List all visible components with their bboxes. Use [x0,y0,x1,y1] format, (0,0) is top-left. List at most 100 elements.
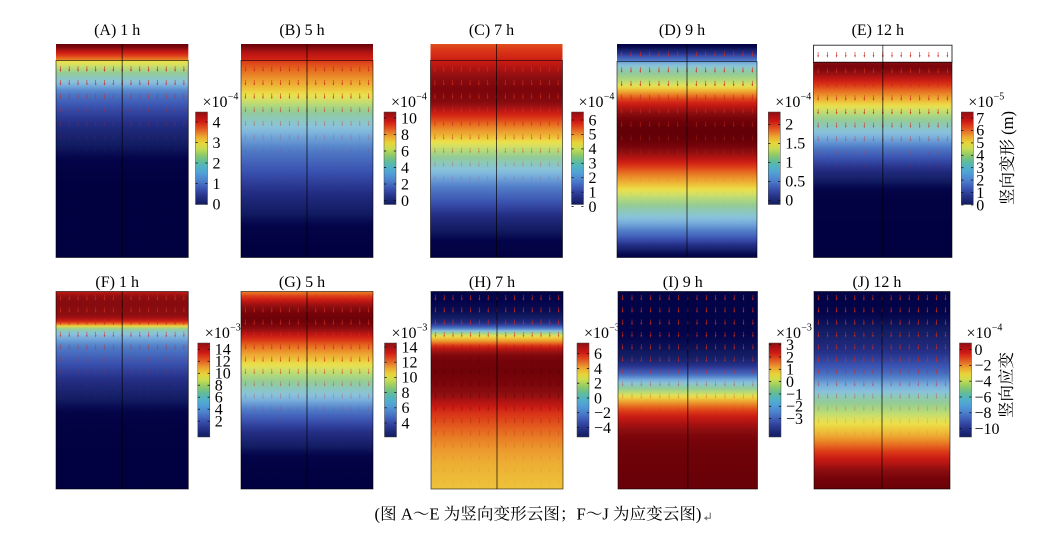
svg-text:−2: −2 [786,399,803,416]
svg-text:4: 4 [215,402,223,419]
svg-text:6: 6 [594,346,602,363]
svg-text:6: 6 [589,112,597,129]
svg-text:3: 3 [976,160,984,177]
svg-text:8: 8 [401,127,409,144]
svg-text:4: 4 [594,361,602,378]
svg-text:2: 2 [589,170,597,187]
svg-text:2: 2 [785,117,793,134]
svg-text:0: 0 [785,193,793,210]
svg-text:5: 5 [589,127,597,144]
svg-text:4: 4 [213,114,221,131]
svg-text:4: 4 [402,415,410,432]
svg-text:1: 1 [786,362,794,379]
svg-text:3: 3 [213,135,221,152]
svg-text:(H) 7 h: (H) 7 h [469,274,515,291]
svg-text:(: ( [375,505,381,524]
svg-text:14: 14 [402,339,418,356]
svg-text:(I) 9 h: (I) 9 h [663,274,703,291]
svg-text:×10: ×10 [967,325,992,342]
svg-text:2: 2 [401,176,409,193]
svg-text:8: 8 [215,378,223,395]
svg-text:×10: ×10 [205,325,230,342]
svg-text:1.5: 1.5 [785,136,805,153]
svg-text:4: 4 [401,160,409,177]
svg-text:−4: −4 [992,323,1003,334]
svg-text:8: 8 [402,385,410,402]
svg-text:1: 1 [213,176,221,193]
svg-text:3: 3 [786,337,794,354]
svg-text:6: 6 [402,400,410,417]
svg-text:(E) 12 h: (E) 12 h [852,22,904,39]
svg-text:−3: −3 [801,323,812,334]
svg-text:−5: −5 [994,92,1005,103]
svg-text:2: 2 [594,376,602,393]
svg-text:−4: −4 [801,92,812,103]
svg-text:14: 14 [215,342,231,359]
svg-text:6: 6 [976,123,984,140]
svg-text:×10: ×10 [968,94,993,111]
svg-text:×10: ×10 [776,325,801,342]
svg-text:10: 10 [215,366,231,383]
svg-text:(C) 7 h: (C) 7 h [469,22,514,39]
svg-text:6: 6 [401,143,409,160]
svg-text:3: 3 [589,156,597,173]
svg-text:(J) 12 h: (J) 12 h [853,274,902,291]
svg-text:−4: −4 [416,92,427,103]
svg-text:5: 5 [976,135,984,152]
svg-text:2: 2 [213,155,221,172]
svg-text:4: 4 [976,148,984,165]
svg-text:0: 0 [401,193,409,210]
svg-text:E: E [429,505,439,524]
svg-text:0: 0 [975,342,983,359]
svg-text:12: 12 [215,354,231,371]
svg-text:×10: ×10 [391,94,416,111]
svg-text:1: 1 [589,185,597,202]
svg-text:−4: −4 [975,374,992,391]
svg-text:10: 10 [402,370,418,387]
svg-text:4: 4 [589,141,597,158]
svg-text:(D) 9 h: (D) 9 h [659,22,705,39]
svg-text:6: 6 [215,390,223,407]
svg-text:(A) 1 h: (A) 1 h [94,22,140,39]
svg-text:7: 7 [976,110,984,127]
svg-text:−4: −4 [228,92,239,103]
svg-text:×10: ×10 [392,325,417,342]
svg-text:0: 0 [594,390,602,407]
svg-text:(B) 5 h: (B) 5 h [279,22,324,39]
svg-text:×10: ×10 [203,94,228,111]
svg-text:1: 1 [785,155,793,172]
svg-text:0: 0 [786,374,794,391]
svg-text:2: 2 [786,349,794,366]
svg-text:A: A [401,505,413,524]
svg-text:−3: −3 [230,323,241,334]
svg-text:F: F [577,505,586,524]
svg-text:12: 12 [402,355,418,372]
svg-text:(F) 1 h: (F) 1 h [95,274,139,291]
svg-text:−2: −2 [975,358,992,375]
svg-text:−10: −10 [975,421,1000,438]
svg-text:): ) [696,505,702,524]
svg-text:0: 0 [976,197,984,214]
svg-text:−4: −4 [594,420,611,437]
svg-text:0: 0 [589,199,597,216]
svg-text:−2: −2 [594,405,611,422]
svg-text:−3: −3 [609,323,620,334]
svg-text:1: 1 [976,185,984,202]
svg-text:0: 0 [213,196,221,213]
svg-text:−1: −1 [786,386,803,403]
svg-text:2: 2 [215,414,223,431]
svg-text:×10: ×10 [579,94,604,111]
svg-text:×10: ×10 [775,94,800,111]
svg-text:2: 2 [976,172,984,189]
svg-text:10: 10 [401,110,417,127]
svg-text:(G) 5 h: (G) 5 h [279,274,325,291]
svg-text:J: J [602,505,609,524]
svg-text:−3: −3 [417,323,428,334]
svg-text:−8: −8 [975,405,992,422]
svg-text:−3: −3 [786,411,803,428]
svg-text:−6: −6 [975,389,992,406]
svg-text:(m): (m) [998,111,1017,135]
svg-text:−4: −4 [604,92,615,103]
svg-text:0.5: 0.5 [785,174,805,191]
svg-text:×10: ×10 [584,325,609,342]
